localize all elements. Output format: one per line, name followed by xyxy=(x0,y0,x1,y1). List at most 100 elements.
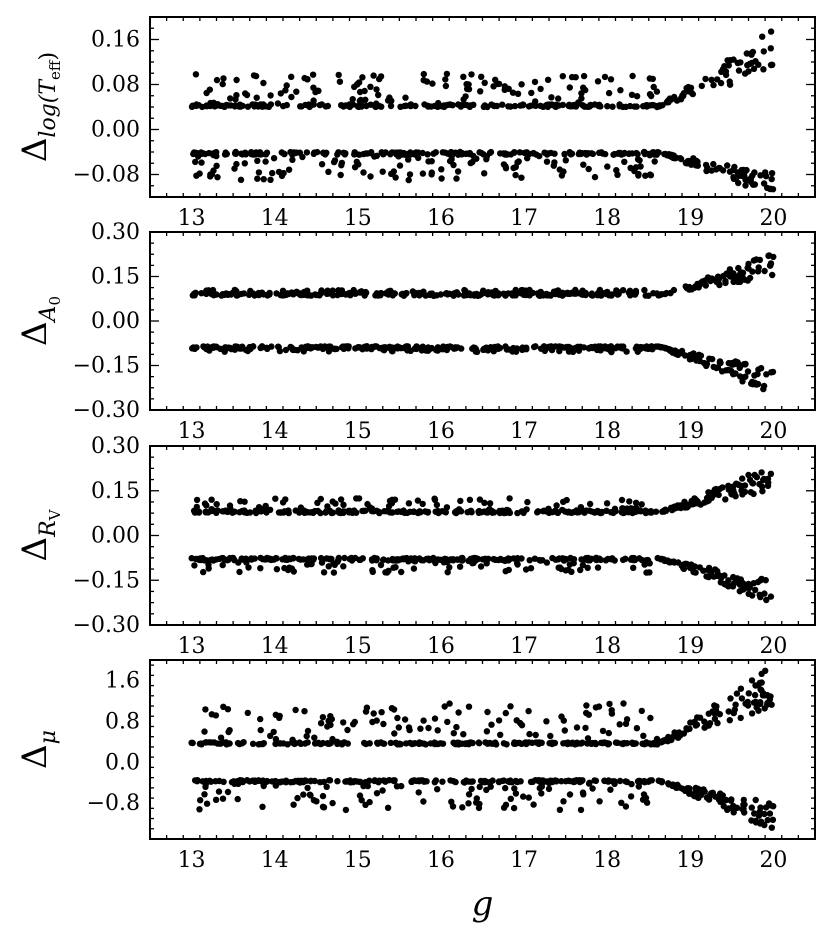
upper-band-point xyxy=(737,269,745,276)
lower-band-point xyxy=(552,777,559,784)
upper-band-point xyxy=(726,717,733,724)
upper-band-point xyxy=(431,740,439,748)
upper-band-point xyxy=(442,82,450,90)
upper-band-point xyxy=(722,496,729,503)
lower-band-point xyxy=(398,782,405,790)
upper-band-point xyxy=(561,727,568,734)
lower-band-point xyxy=(259,803,266,810)
lower-band-point xyxy=(630,564,637,571)
upper-band-point xyxy=(766,696,774,703)
upper-band-point xyxy=(618,496,626,504)
upper-band-point xyxy=(495,292,502,299)
axes-frame xyxy=(149,231,816,411)
upper-band-point xyxy=(509,89,517,96)
lower-band-point xyxy=(446,564,453,571)
lower-band-point xyxy=(212,778,219,785)
lower-band-point xyxy=(379,787,386,794)
x-tick-label: 16 xyxy=(427,634,455,659)
lower-band-point xyxy=(760,180,768,187)
upper-band-point xyxy=(607,76,615,83)
lower-band-point xyxy=(500,161,508,168)
lower-band-point xyxy=(286,564,293,571)
lower-band-point xyxy=(752,796,759,804)
upper-band-point xyxy=(244,709,251,717)
upper-band-point xyxy=(632,289,640,296)
lower-band-point xyxy=(766,185,774,193)
lower-band-point xyxy=(749,181,757,188)
lower-band-point xyxy=(718,368,726,375)
upper-band-point xyxy=(548,94,555,101)
lower-band-point xyxy=(705,573,712,581)
upper-band-point xyxy=(387,102,395,110)
upper-band-point xyxy=(335,509,343,516)
upper-band-point xyxy=(400,507,407,514)
lower-band-point xyxy=(752,586,759,594)
upper-band-point xyxy=(410,508,417,516)
upper-band-point xyxy=(543,718,550,725)
lower-band-point xyxy=(224,788,232,796)
lower-band-point xyxy=(502,801,510,808)
lower-band-point xyxy=(703,167,710,175)
upper-band-point xyxy=(406,739,414,747)
lower-band-point xyxy=(483,786,490,794)
lower-band-point xyxy=(719,167,727,174)
lower-band-point xyxy=(473,155,480,162)
upper-band-point xyxy=(369,507,377,515)
upper-band-point xyxy=(626,498,633,505)
lower-band-point xyxy=(444,569,451,576)
upper-band-point xyxy=(742,700,749,707)
upper-band-point xyxy=(362,708,370,715)
lower-band-point xyxy=(594,564,602,571)
lower-band-point xyxy=(450,161,457,169)
upper-band-point xyxy=(213,291,220,298)
upper-band-point xyxy=(292,706,299,714)
lower-band-point xyxy=(280,169,287,177)
upper-band-point xyxy=(290,291,297,298)
upper-band-point xyxy=(226,727,233,734)
lower-band-point xyxy=(270,155,278,162)
upper-band-point xyxy=(359,507,366,515)
upper-band-point xyxy=(629,72,636,80)
lower-band-point xyxy=(673,784,680,791)
upper-band-point xyxy=(594,290,602,297)
upper-band-point xyxy=(698,82,705,90)
upper-band-point xyxy=(525,288,532,296)
upper-band-point xyxy=(273,290,280,297)
lower-band-point xyxy=(612,345,619,352)
lower-band-point xyxy=(342,150,349,157)
lower-band-point xyxy=(373,555,380,562)
upper-band-point xyxy=(716,711,723,718)
lower-band-point xyxy=(353,778,361,785)
upper-band-point xyxy=(503,509,510,516)
upper-band-point xyxy=(486,506,493,513)
x-tick-label: 13 xyxy=(178,848,206,873)
upper-band-point xyxy=(649,75,656,83)
lower-band-point xyxy=(492,556,499,563)
upper-band-point xyxy=(323,290,331,297)
y-tick-label: 1.6 xyxy=(105,668,140,693)
lower-band-point xyxy=(530,801,537,808)
lower-band-point xyxy=(454,168,462,175)
lower-band-point xyxy=(736,364,743,372)
upper-band-point xyxy=(502,709,509,717)
lower-band-point xyxy=(341,554,348,562)
upper-band-point xyxy=(349,96,356,103)
upper-band-point xyxy=(201,728,208,735)
lower-band-point xyxy=(497,150,504,157)
lower-band-point xyxy=(639,796,647,803)
upper-band-point xyxy=(351,507,358,514)
lower-band-point xyxy=(385,777,393,784)
lower-band-point xyxy=(743,166,750,174)
lower-band-point xyxy=(526,557,533,564)
upper-band-point xyxy=(388,705,396,712)
upper-band-point xyxy=(297,290,304,297)
lower-band-point xyxy=(224,556,232,563)
lower-band-point xyxy=(757,365,765,372)
upper-band-point xyxy=(636,507,644,514)
upper-band-point xyxy=(553,502,560,509)
upper-band-point xyxy=(750,65,758,73)
upper-band-point xyxy=(650,83,657,91)
lower-band-point xyxy=(326,556,333,563)
lower-band-point xyxy=(744,368,752,375)
upper-band-point xyxy=(702,75,709,83)
